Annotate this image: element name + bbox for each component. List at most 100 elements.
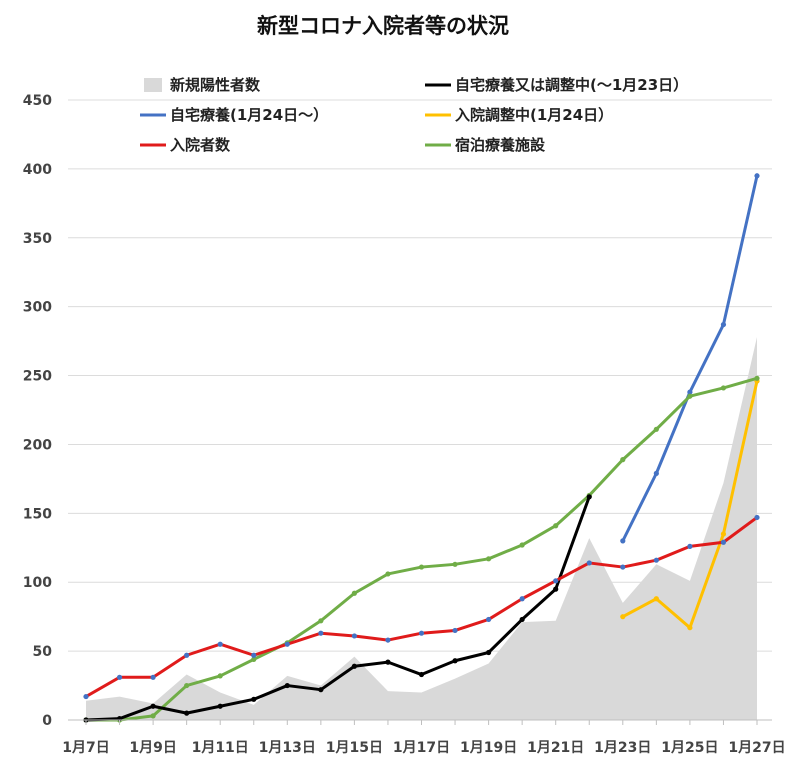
x-tick-label: 1月11日 <box>192 740 249 756</box>
y-tick-label: 50 <box>33 644 53 660</box>
data-point <box>184 652 190 658</box>
legend-label: 入院調整中(1月24日） <box>455 106 613 124</box>
y-tick-label: 350 <box>23 231 52 247</box>
data-point <box>620 564 626 570</box>
data-point <box>486 616 492 623</box>
y-tick-label: 400 <box>23 162 52 178</box>
data-point <box>620 538 626 544</box>
legend-label: 自宅療養又は調整中(〜1月23日） <box>455 76 688 94</box>
legend-item: 入院者数 <box>140 136 231 154</box>
area-layer <box>86 336 757 720</box>
y-tick-label: 100 <box>23 575 52 591</box>
data-point <box>318 630 324 636</box>
data-point <box>519 542 525 548</box>
data-point <box>217 641 223 647</box>
data-point <box>150 713 156 719</box>
area-series-0 <box>86 336 757 720</box>
lines-layer <box>83 173 760 723</box>
data-point <box>452 658 458 664</box>
data-point <box>687 625 693 631</box>
data-point <box>251 652 257 658</box>
data-point <box>486 649 492 656</box>
data-point <box>452 627 458 634</box>
data-point <box>519 596 525 602</box>
data-point <box>318 687 324 693</box>
data-point <box>653 426 659 432</box>
data-point <box>553 586 559 592</box>
data-point <box>251 656 257 662</box>
data-point <box>754 173 760 179</box>
data-point <box>720 539 727 545</box>
data-point <box>418 630 425 636</box>
data-point <box>687 543 693 550</box>
data-point <box>351 663 357 669</box>
chart-title: 新型コロナ入院者等の状況 <box>257 14 509 38</box>
data-point <box>586 560 592 566</box>
x-tick-label: 1月9日 <box>129 740 176 756</box>
data-point <box>217 673 223 679</box>
x-tick-label: 1月21日 <box>527 740 584 756</box>
data-point <box>284 682 290 689</box>
data-point <box>720 531 727 537</box>
x-tick-label: 1月7日 <box>62 740 109 756</box>
data-point <box>720 385 727 391</box>
legend-label: 入院者数 <box>170 136 231 154</box>
series-line <box>84 495 591 722</box>
data-point <box>720 321 727 328</box>
data-point <box>116 674 123 680</box>
legend-item: 新規陽性者数 <box>144 76 261 94</box>
data-point <box>351 590 357 596</box>
y-axis: 0 50 100 150 200 250 300 350 400 450 <box>23 93 52 729</box>
legend-label: 自宅療養(1月24日〜） <box>170 106 328 124</box>
x-tick-label: 1月17日 <box>393 740 450 756</box>
data-point <box>553 578 559 584</box>
data-point <box>452 561 458 567</box>
line-series-1 <box>83 494 592 723</box>
legend-swatch <box>144 78 162 92</box>
line-series-4 <box>83 514 760 700</box>
data-point <box>251 696 257 702</box>
data-point <box>620 614 626 620</box>
data-point <box>385 571 391 577</box>
data-point <box>653 557 659 563</box>
data-point <box>653 470 659 476</box>
data-point <box>318 618 324 624</box>
y-tick-label: 200 <box>23 437 52 453</box>
data-point <box>754 514 760 521</box>
x-axis: 1月7日 1月9日 1月11日 1月13日 1月15日 1月17日 1月19日 1月21日 1月… <box>62 719 786 756</box>
legend-item: 自宅療養(1月24日〜） <box>140 106 328 124</box>
y-tick-label: 300 <box>23 300 52 316</box>
data-point <box>184 682 190 689</box>
data-point <box>519 616 525 623</box>
data-point <box>217 703 223 709</box>
data-point <box>486 556 492 562</box>
y-tick-label: 0 <box>42 713 52 729</box>
data-point <box>351 633 357 639</box>
data-point <box>150 674 156 680</box>
y-tick-label: 150 <box>23 506 52 522</box>
x-tick-label: 1月19日 <box>460 740 517 756</box>
x-tick-label: 1月15日 <box>326 740 383 756</box>
data-point <box>150 703 156 709</box>
data-point <box>687 393 693 399</box>
data-point <box>687 389 693 395</box>
y-tick-label: 450 <box>23 93 52 109</box>
legend-label: 宿泊療養施設 <box>455 136 546 154</box>
data-point <box>418 564 425 570</box>
legend-item: 入院調整中(1月24日） <box>425 106 613 124</box>
legend-label: 新規陽性者数 <box>170 76 261 94</box>
data-point <box>385 637 391 643</box>
x-tick-label: 1月27日 <box>728 740 785 756</box>
data-point <box>418 671 425 678</box>
data-point <box>553 523 559 529</box>
grid <box>68 99 772 652</box>
data-point <box>653 596 659 602</box>
data-point <box>586 494 592 500</box>
legend-item: 宿泊療養施設 <box>425 136 546 154</box>
legend-item: 自宅療養又は調整中(〜1月23日） <box>425 76 688 94</box>
y-tick-label: 250 <box>23 369 52 385</box>
line-series-2 <box>620 173 760 544</box>
data-point <box>184 710 190 716</box>
x-tick-label: 1月13日 <box>259 740 316 756</box>
